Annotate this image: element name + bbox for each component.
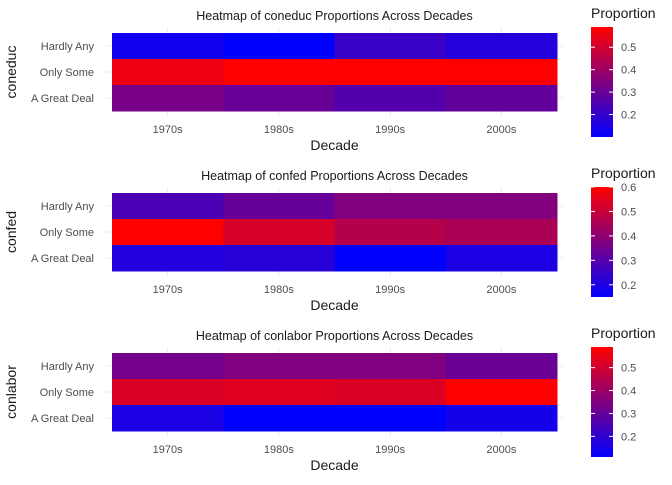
legend-tick-label: 0.4 <box>621 386 636 398</box>
legend-colorbar <box>591 187 613 297</box>
heatmap-cell <box>223 353 335 380</box>
heatmap-cell <box>334 245 447 272</box>
y-tick-label: Hardly Any <box>41 41 95 53</box>
heatmap-cell <box>445 193 558 220</box>
heatmap-cell <box>223 59 335 86</box>
heatmap-cell <box>334 219 447 246</box>
y-tick-label: A Great Deal <box>31 93 94 105</box>
heatmap-cell <box>223 219 335 246</box>
legend-colorbar <box>591 347 613 457</box>
legend-tick-label: 0.5 <box>621 363 636 375</box>
heatmap-cell <box>334 353 447 380</box>
legend-tick-label: 0.3 <box>621 408 636 420</box>
heatmap-cell <box>334 59 447 86</box>
legend-tick-label: 0.4 <box>621 231 636 243</box>
x-tick-label: 1990s <box>375 124 405 136</box>
heatmap-cell <box>112 193 224 220</box>
x-axis-label: Decade <box>310 457 358 473</box>
x-tick-label: 2000s <box>486 124 516 136</box>
heatmap-cell <box>445 33 558 60</box>
x-tick-label: 1990s <box>375 284 405 296</box>
x-tick-label: 1980s <box>264 444 294 456</box>
legend-colorbar <box>591 27 613 137</box>
heatmap-cell <box>223 193 335 220</box>
heatmap-cell <box>223 245 335 272</box>
heatmap-cell <box>112 33 224 60</box>
chart-title: Heatmap of confed Proportions Across Dec… <box>201 169 468 183</box>
heatmap-cell <box>112 219 224 246</box>
x-axis-label: Decade <box>310 137 358 153</box>
legend-tick-label: 0.2 <box>621 431 636 443</box>
heatmap-cell <box>334 379 447 406</box>
y-tick-label: Hardly Any <box>41 201 95 213</box>
x-tick-label: 2000s <box>486 444 516 456</box>
y-tick-label: Only Some <box>40 227 94 239</box>
x-tick-label: 2000s <box>486 284 516 296</box>
heatmap-cell <box>445 405 558 432</box>
legend-tick-label: 0.5 <box>621 206 636 218</box>
chart-title: Heatmap of conlabor Proportions Across D… <box>196 329 473 343</box>
x-tick-label: 1970s <box>153 284 183 296</box>
heatmap-cell <box>112 85 224 112</box>
heatmap-cell <box>445 219 558 246</box>
legend-tick-label: 0.5 <box>621 42 636 54</box>
y-tick-label: A Great Deal <box>31 253 94 265</box>
legend-title: Proportion <box>591 5 656 21</box>
y-axis-label: coneduc <box>3 46 19 99</box>
heatmap-cell <box>223 379 335 406</box>
heatmap-cell <box>445 353 558 380</box>
legend-tick-label: 0.2 <box>621 110 636 122</box>
x-tick-label: 1990s <box>375 444 405 456</box>
heatmap-cell <box>223 33 335 60</box>
heatmap-cell <box>334 33 447 60</box>
x-tick-label: 1980s <box>264 284 294 296</box>
legend-tick-label: 0.2 <box>621 280 636 292</box>
heatmap-cell <box>112 405 224 432</box>
heatmap-cell <box>334 193 447 220</box>
heatmap-cell <box>223 405 335 432</box>
heatmap-cell <box>112 245 224 272</box>
chart-title: Heatmap of coneduc Proportions Across De… <box>196 9 473 23</box>
legend-tick-label: 0.3 <box>621 87 636 99</box>
heatmap-cell <box>334 85 447 112</box>
heatmap-cell <box>223 85 335 112</box>
legend-tick-label: 0.4 <box>621 65 636 77</box>
heatmap-cell <box>445 59 558 86</box>
y-tick-label: Only Some <box>40 387 94 399</box>
x-tick-label: 1970s <box>153 124 183 136</box>
x-axis-label: Decade <box>310 297 358 313</box>
y-axis-label: confed <box>3 211 19 253</box>
heatmap-cell <box>112 379 224 406</box>
heatmap-cell <box>334 405 447 432</box>
legend-tick-label: 0.3 <box>621 255 636 267</box>
x-tick-label: 1970s <box>153 444 183 456</box>
y-axis-label: conlabor <box>3 365 19 419</box>
heatmap-cell <box>445 245 558 272</box>
legend-title: Proportion <box>591 325 656 341</box>
heatmap-cell <box>112 59 224 86</box>
heatmap-panel-3: Heatmap of conlabor Proportions Across D… <box>3 325 656 473</box>
legend-title: Proportion <box>591 165 656 181</box>
y-tick-label: A Great Deal <box>31 413 94 425</box>
heatmap-panel-1: Heatmap of coneduc Proportions Across De… <box>3 5 656 153</box>
x-tick-label: 1980s <box>264 124 294 136</box>
heatmap-panel-2: Heatmap of confed Proportions Across Dec… <box>3 165 656 313</box>
legend-tick-label: 0.6 <box>621 182 636 194</box>
y-tick-label: Hardly Any <box>41 361 95 373</box>
y-tick-label: Only Some <box>40 67 94 79</box>
heatmap-cell <box>112 353 224 380</box>
heatmap-cell <box>445 379 558 406</box>
heatmap-cell <box>445 85 558 112</box>
